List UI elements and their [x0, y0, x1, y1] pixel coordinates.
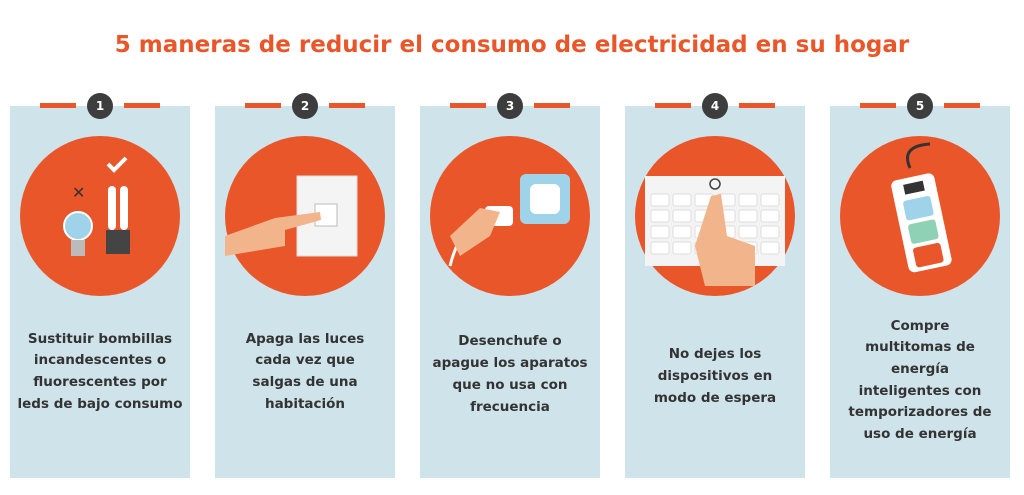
switch: [903, 180, 925, 195]
card-text: energía: [891, 361, 949, 377]
number: 2: [301, 99, 309, 113]
dash: [450, 103, 486, 108]
key: [738, 193, 758, 207]
key: [760, 209, 780, 223]
dash: [245, 103, 281, 108]
bulb-base: [71, 240, 85, 256]
number-badge: [702, 93, 728, 119]
dash: [40, 103, 76, 108]
bulb: [63, 211, 93, 241]
outlet: [903, 196, 934, 221]
power: [709, 178, 721, 190]
card-text: apague los aparatos: [432, 355, 587, 371]
key: [650, 225, 670, 239]
card-text: cada vez que: [255, 352, 355, 368]
dash: [124, 103, 160, 108]
card: 5 Compre multitomas de energía inteligentes …: [830, 93, 1010, 478]
dash: [329, 103, 365, 108]
socket-face: [530, 184, 560, 214]
number-badge: [497, 93, 523, 119]
hand: [695, 194, 755, 286]
tube: [120, 186, 128, 230]
card-text: No dejes los: [669, 346, 762, 362]
card-text: modo de espera: [654, 390, 776, 406]
hand: [225, 212, 321, 256]
key: [650, 209, 670, 223]
outlet: [908, 219, 939, 244]
icon: [225, 175, 358, 257]
key: [672, 193, 692, 207]
card-text: multitomas de: [865, 339, 975, 355]
check: [106, 156, 128, 173]
cross: ✕: [72, 183, 85, 202]
tube-base: [106, 230, 130, 254]
key: [760, 225, 780, 239]
card-text: Apaga las luces: [246, 331, 365, 347]
number: 1: [96, 99, 104, 113]
key: [738, 225, 758, 239]
card-text: temporizadores de: [848, 404, 991, 420]
card-text: Sustituir bombillas: [28, 331, 172, 347]
card-text: que no usa con: [452, 377, 567, 393]
card-text: inteligentes con: [859, 383, 982, 399]
card-text: uso de energía: [863, 426, 976, 442]
number: 5: [916, 99, 924, 113]
dash: [534, 103, 570, 108]
card: 4 No dejes los dispositivos en modo de espe…: [625, 93, 805, 478]
key: [672, 209, 692, 223]
dash: [944, 103, 980, 108]
card-text: fluorescentes por: [33, 374, 167, 390]
dash: [655, 103, 691, 108]
card: 1 ✕ Sustituir bombillas incandescentes o flu…: [10, 93, 190, 478]
key: [760, 241, 780, 255]
icon: [645, 176, 785, 286]
cable: [906, 142, 931, 169]
key: [738, 209, 758, 223]
card-text: habitación: [265, 396, 345, 412]
card: 2 Apaga las luces cada vez que salgas de un…: [215, 93, 395, 478]
key: [672, 241, 692, 255]
number: 3: [506, 99, 514, 113]
dash: [860, 103, 896, 108]
card-text: leds de bajo consumo: [18, 396, 183, 412]
dash: [739, 103, 775, 108]
key: [650, 193, 670, 207]
outlet: [913, 242, 944, 268]
icon-circle: [20, 136, 180, 296]
icon: [891, 142, 952, 273]
card-text: dispositivos en: [658, 368, 773, 384]
card-text: frecuencia: [470, 399, 550, 415]
number-badge: [87, 93, 113, 119]
number: 4: [711, 99, 719, 113]
number-badge: [292, 93, 318, 119]
card-text: Desenchufe o: [458, 333, 561, 349]
key: [650, 241, 670, 255]
cards: 1 ✕ Sustituir bombillas incandescentes o flu…: [10, 93, 1010, 478]
key: [672, 225, 692, 239]
card-text: salgas de una: [252, 374, 357, 390]
tube: [108, 186, 116, 230]
key: [760, 193, 780, 207]
hand: [450, 208, 500, 256]
title: 5 maneras de reducir el consumo de elect…: [115, 32, 910, 58]
icon: [448, 174, 570, 267]
card: 3 Desenchufe o apague los aparatos que no u…: [420, 93, 600, 478]
icon: ✕: [63, 156, 130, 256]
card-text: Compre: [891, 318, 950, 334]
number-badge: [907, 93, 933, 119]
card-text: incandescentes o: [34, 352, 166, 368]
